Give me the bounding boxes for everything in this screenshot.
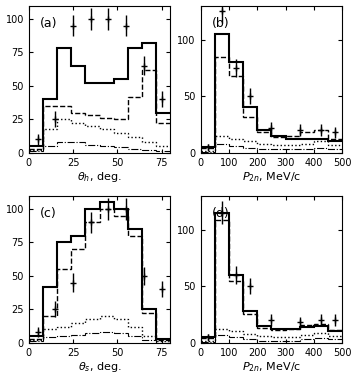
X-axis label: $\theta_{s}$, deg.: $\theta_{s}$, deg. [78, 361, 121, 374]
Text: (b): (b) [212, 17, 230, 30]
Text: (a): (a) [40, 17, 57, 30]
X-axis label: $\theta_{h}$, deg.: $\theta_{h}$, deg. [77, 171, 122, 184]
Text: (d): (d) [212, 207, 230, 220]
X-axis label: $P_{2n}$, MeV/c: $P_{2n}$, MeV/c [242, 171, 301, 184]
X-axis label: $P_{2n}$, MeV/c: $P_{2n}$, MeV/c [242, 361, 301, 374]
Text: (c): (c) [40, 207, 57, 220]
